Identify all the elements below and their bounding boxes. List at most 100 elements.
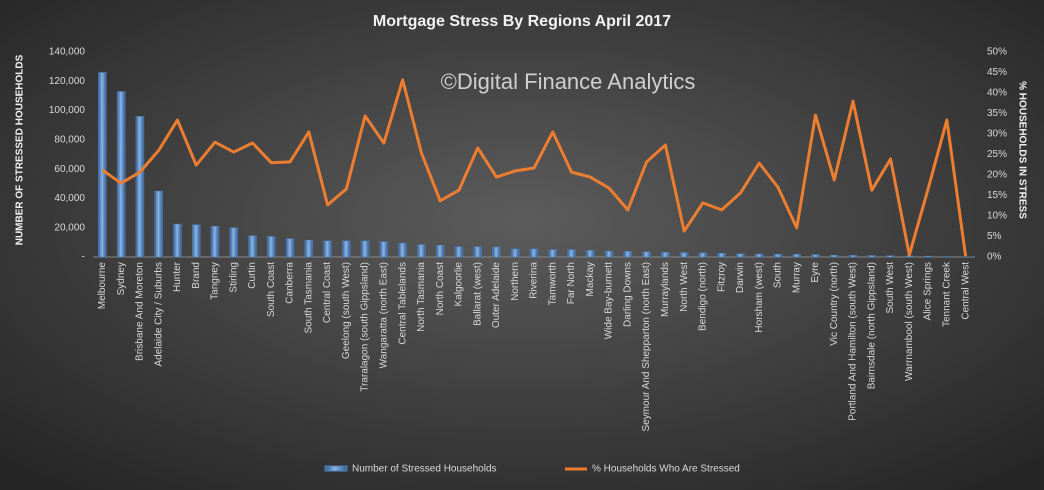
bar: [717, 253, 726, 258]
x-tick-label: Curtin: [247, 262, 258, 289]
x-tick-label: South Coast: [266, 262, 277, 317]
bar: [285, 238, 295, 258]
bar: [548, 249, 558, 258]
x-tick-label: Eyre: [810, 262, 821, 283]
x-tick-label: Outer Adelaide: [491, 262, 502, 329]
bar: [736, 253, 745, 258]
bar: [923, 255, 933, 258]
x-tick-label: Kalgoorlie: [454, 262, 465, 307]
x-tick-label: Brand: [191, 262, 202, 289]
x-tick-label: Mackay: [585, 262, 596, 296]
y-tick-label: 80,000: [54, 134, 85, 145]
y2-tick-label: 30%: [987, 129, 1007, 140]
bar: [229, 227, 238, 258]
x-tick-label: Ballarat (west): [472, 262, 483, 326]
legend-label: Number of Stressed Households: [352, 464, 497, 475]
x-tick-label: Murray: [791, 262, 802, 293]
x-tick-label: Tangney: [210, 262, 221, 300]
bar: [529, 248, 539, 258]
y2-tick-label: 25%: [987, 149, 1007, 160]
x-tick-label: Melbourne: [97, 262, 108, 310]
bar: [135, 116, 145, 258]
x-tick-label: Vic Country (north): [829, 262, 840, 346]
chart-title: Mortgage Stress By Regions April 2017: [373, 13, 671, 30]
x-tick-label: Riverina: [529, 262, 540, 299]
line: [101, 78, 968, 257]
legend-swatch: [324, 465, 348, 472]
y2-tick-label: 50%: [987, 47, 1007, 58]
x-tick-label: Stirling: [228, 262, 239, 293]
bar: [661, 252, 670, 258]
y-tick-label: 40,000: [54, 193, 85, 204]
bar: [342, 240, 351, 258]
x-tick-label: Central Tablelands: [397, 262, 408, 345]
bar: [154, 190, 163, 258]
bar: [173, 223, 182, 258]
y2-tick-label: 40%: [987, 88, 1007, 99]
bar: [379, 241, 389, 258]
x-tick-label: Wide Bay-burnett: [604, 262, 615, 339]
bar: [510, 248, 520, 258]
bar: [417, 244, 426, 258]
x-tick-label: Central West: [960, 262, 971, 320]
bar: [567, 249, 576, 258]
x-tick-label: Murraylands: [660, 262, 671, 317]
x-tick-label: Tennant Creek: [941, 261, 952, 327]
bar: [473, 246, 482, 258]
x-tick-label: Sydney: [116, 262, 127, 295]
x-tick-label: Wangaratta (north East): [379, 262, 390, 368]
x-tick-label: Portland And Hamilton (south West): [848, 262, 859, 421]
x-tick-label: Northern: [510, 262, 521, 301]
x-tick-label: Darwin: [735, 262, 746, 293]
x-tick-label: Fitzroy: [716, 262, 727, 292]
x-tick-label: Tamworth: [547, 262, 558, 305]
x-tick-label: South Tasmania: [303, 262, 314, 334]
x-tick-label: Horsham (west): [754, 262, 765, 333]
x-tick-label: Canberra: [285, 262, 296, 304]
legend-label: % Households Who Are Stressed: [592, 464, 740, 475]
y-tick-label: 20,000: [54, 222, 85, 233]
y2-tick-label: 35%: [987, 108, 1007, 119]
bar: [492, 246, 501, 258]
x-tick-label: Seymour And Shepparton (north East): [641, 262, 652, 432]
bar: [435, 245, 445, 258]
y2-tick-label: 45%: [987, 67, 1007, 78]
x-tick-label: Brisbane And Moreton: [135, 262, 146, 361]
bar: [642, 251, 651, 258]
y-tick-label: 120,000: [49, 76, 86, 87]
bar: [323, 240, 332, 258]
x-tick-label: Central Coast: [322, 262, 333, 323]
y-tick-label: 100,000: [49, 105, 86, 116]
bar: [604, 250, 614, 258]
bar: [267, 236, 276, 258]
y-axis-title: NUMBER OF STRESSED HOUSEHOLDS: [15, 54, 26, 245]
y-tick-label: 60,000: [54, 164, 85, 175]
bar: [867, 255, 877, 258]
bar: [679, 252, 689, 258]
x-tick-label: Far North: [566, 262, 577, 304]
bar: [773, 253, 783, 258]
x-tick-label: Bairnsdale (north Gippsland): [866, 262, 877, 389]
bar: [623, 251, 633, 258]
y2-tick-label: 10%: [987, 211, 1007, 222]
bar: [304, 239, 314, 258]
bar: [191, 224, 201, 258]
x-tick-label: Bendigo (north): [698, 262, 709, 331]
x-tick-label: North Coast: [435, 262, 446, 316]
bar: [210, 226, 220, 258]
y2-tick-label: 15%: [987, 190, 1007, 201]
bar: [398, 242, 407, 258]
x-tick-label: South West: [885, 262, 896, 314]
bar: [886, 255, 895, 258]
y-tick-label: 140,000: [49, 47, 86, 58]
bar: [116, 91, 126, 258]
bar: [698, 252, 708, 258]
x-tick-label: Alice Springs: [923, 262, 934, 320]
bar: [792, 254, 801, 258]
x-tick-label: Warrnambool (south West): [904, 262, 915, 381]
x-tick-label: South: [773, 262, 784, 288]
x-tick-label: Geelong (south West): [341, 262, 352, 359]
watermark: ©Digital Finance Analytics: [441, 69, 696, 94]
y2-axis-title: % HOUSEHOLDS IN STRESS: [1016, 81, 1027, 219]
